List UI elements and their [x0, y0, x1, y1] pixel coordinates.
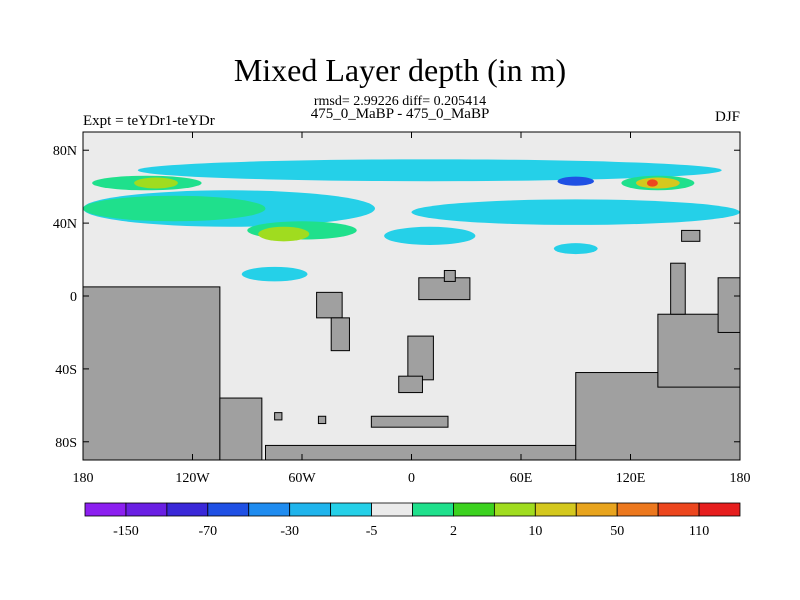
colorbar-swatch — [207, 502, 250, 517]
land-north-atlantic-nub — [443, 269, 456, 282]
x-tick-label: 60W — [288, 471, 316, 486]
anomaly-patch-midlat-cyan-atlantic — [384, 226, 476, 245]
colorbar-swatch — [166, 502, 209, 517]
land-antarctic-strip — [265, 444, 595, 460]
colorbar-swatch — [84, 502, 127, 517]
anomaly-patch-midlat-yellow-center — [258, 226, 310, 242]
colorbar-swatch — [412, 502, 454, 517]
anomaly-patch-north-red-core — [646, 179, 658, 187]
x-tick-label: 60E — [510, 471, 533, 486]
colorbar-swatch — [289, 502, 332, 517]
colorbar-swatch — [371, 502, 413, 517]
anomaly-patch-midlat-green-west — [83, 195, 266, 222]
x-tick-label: 120W — [175, 471, 210, 486]
land-pacific-north-block-2 — [681, 229, 701, 242]
land-eastern-ridge — [717, 277, 740, 333]
colorbar-swatch — [698, 502, 741, 517]
x-tick-label: 180 — [73, 471, 94, 486]
colorbar-swatch — [575, 502, 618, 517]
colorbar-label: -150 — [113, 524, 139, 539]
y-tick-label: 40S — [55, 363, 77, 378]
anomaly-patch-north-blue-core — [557, 176, 594, 186]
experiment-label: Expt = teYDr1-teYDr — [83, 113, 215, 129]
x-tick-label: 120E — [616, 471, 646, 486]
land-south-atlantic-tail — [398, 375, 423, 394]
anomaly-patch-north-cyan-band — [137, 159, 722, 182]
colorbar-label: 2 — [450, 524, 457, 539]
colorbar-label: -30 — [280, 524, 299, 539]
colorbar-swatch — [493, 502, 536, 517]
colorbar-swatch — [453, 502, 495, 517]
colorbar-swatch — [248, 502, 291, 517]
y-tick-label: 0 — [70, 290, 77, 305]
anomaly-patch-midlat-cyan-east — [411, 199, 740, 225]
colorbar-swatch — [330, 502, 372, 517]
anomaly-patch-north-yellow-west — [134, 177, 178, 189]
colorbar-label: 10 — [528, 524, 542, 539]
land-pacific-north-block — [670, 262, 686, 315]
land-small-south-bar — [370, 415, 449, 428]
land-west-antarctic-coast — [83, 286, 221, 460]
land-midocean-block-2 — [330, 317, 350, 352]
land-tiny-islet-2 — [317, 415, 327, 425]
colorbar-label: 110 — [689, 524, 709, 539]
colorbar-label: 50 — [610, 524, 624, 539]
colorbar-label: -70 — [198, 524, 217, 539]
y-tick-label: 80S — [55, 436, 77, 451]
colorbar-swatch — [657, 502, 700, 517]
stats-line: rmsd= 2.99226 diff= 0.205414 — [313, 94, 487, 109]
anomaly-patch-lowlat-cyan-1 — [241, 266, 308, 282]
y-tick-label: 40N — [53, 217, 77, 232]
land-pacific-sector-land — [219, 397, 263, 460]
land-tiny-islet-1 — [274, 412, 283, 421]
colorbar-swatch — [125, 502, 168, 517]
season-label: DJF — [714, 109, 740, 125]
colorbar-swatch — [616, 502, 659, 517]
x-tick-label: 0 — [408, 471, 415, 486]
anomaly-patch-lowlat-cyan-2 — [553, 243, 598, 255]
y-tick-label: 80N — [53, 144, 77, 159]
land-midocean-block — [316, 291, 343, 319]
x-tick-label: 180 — [730, 471, 751, 486]
land-south-atlantic-island — [407, 335, 434, 381]
colorbar-label: -5 — [366, 524, 378, 539]
experiment-subtitle: 475_0_MaBP - 475_0_MaBP — [310, 106, 490, 122]
chart-title: Mixed Layer depth (in m) — [233, 52, 567, 88]
colorbar-swatch — [534, 502, 577, 517]
